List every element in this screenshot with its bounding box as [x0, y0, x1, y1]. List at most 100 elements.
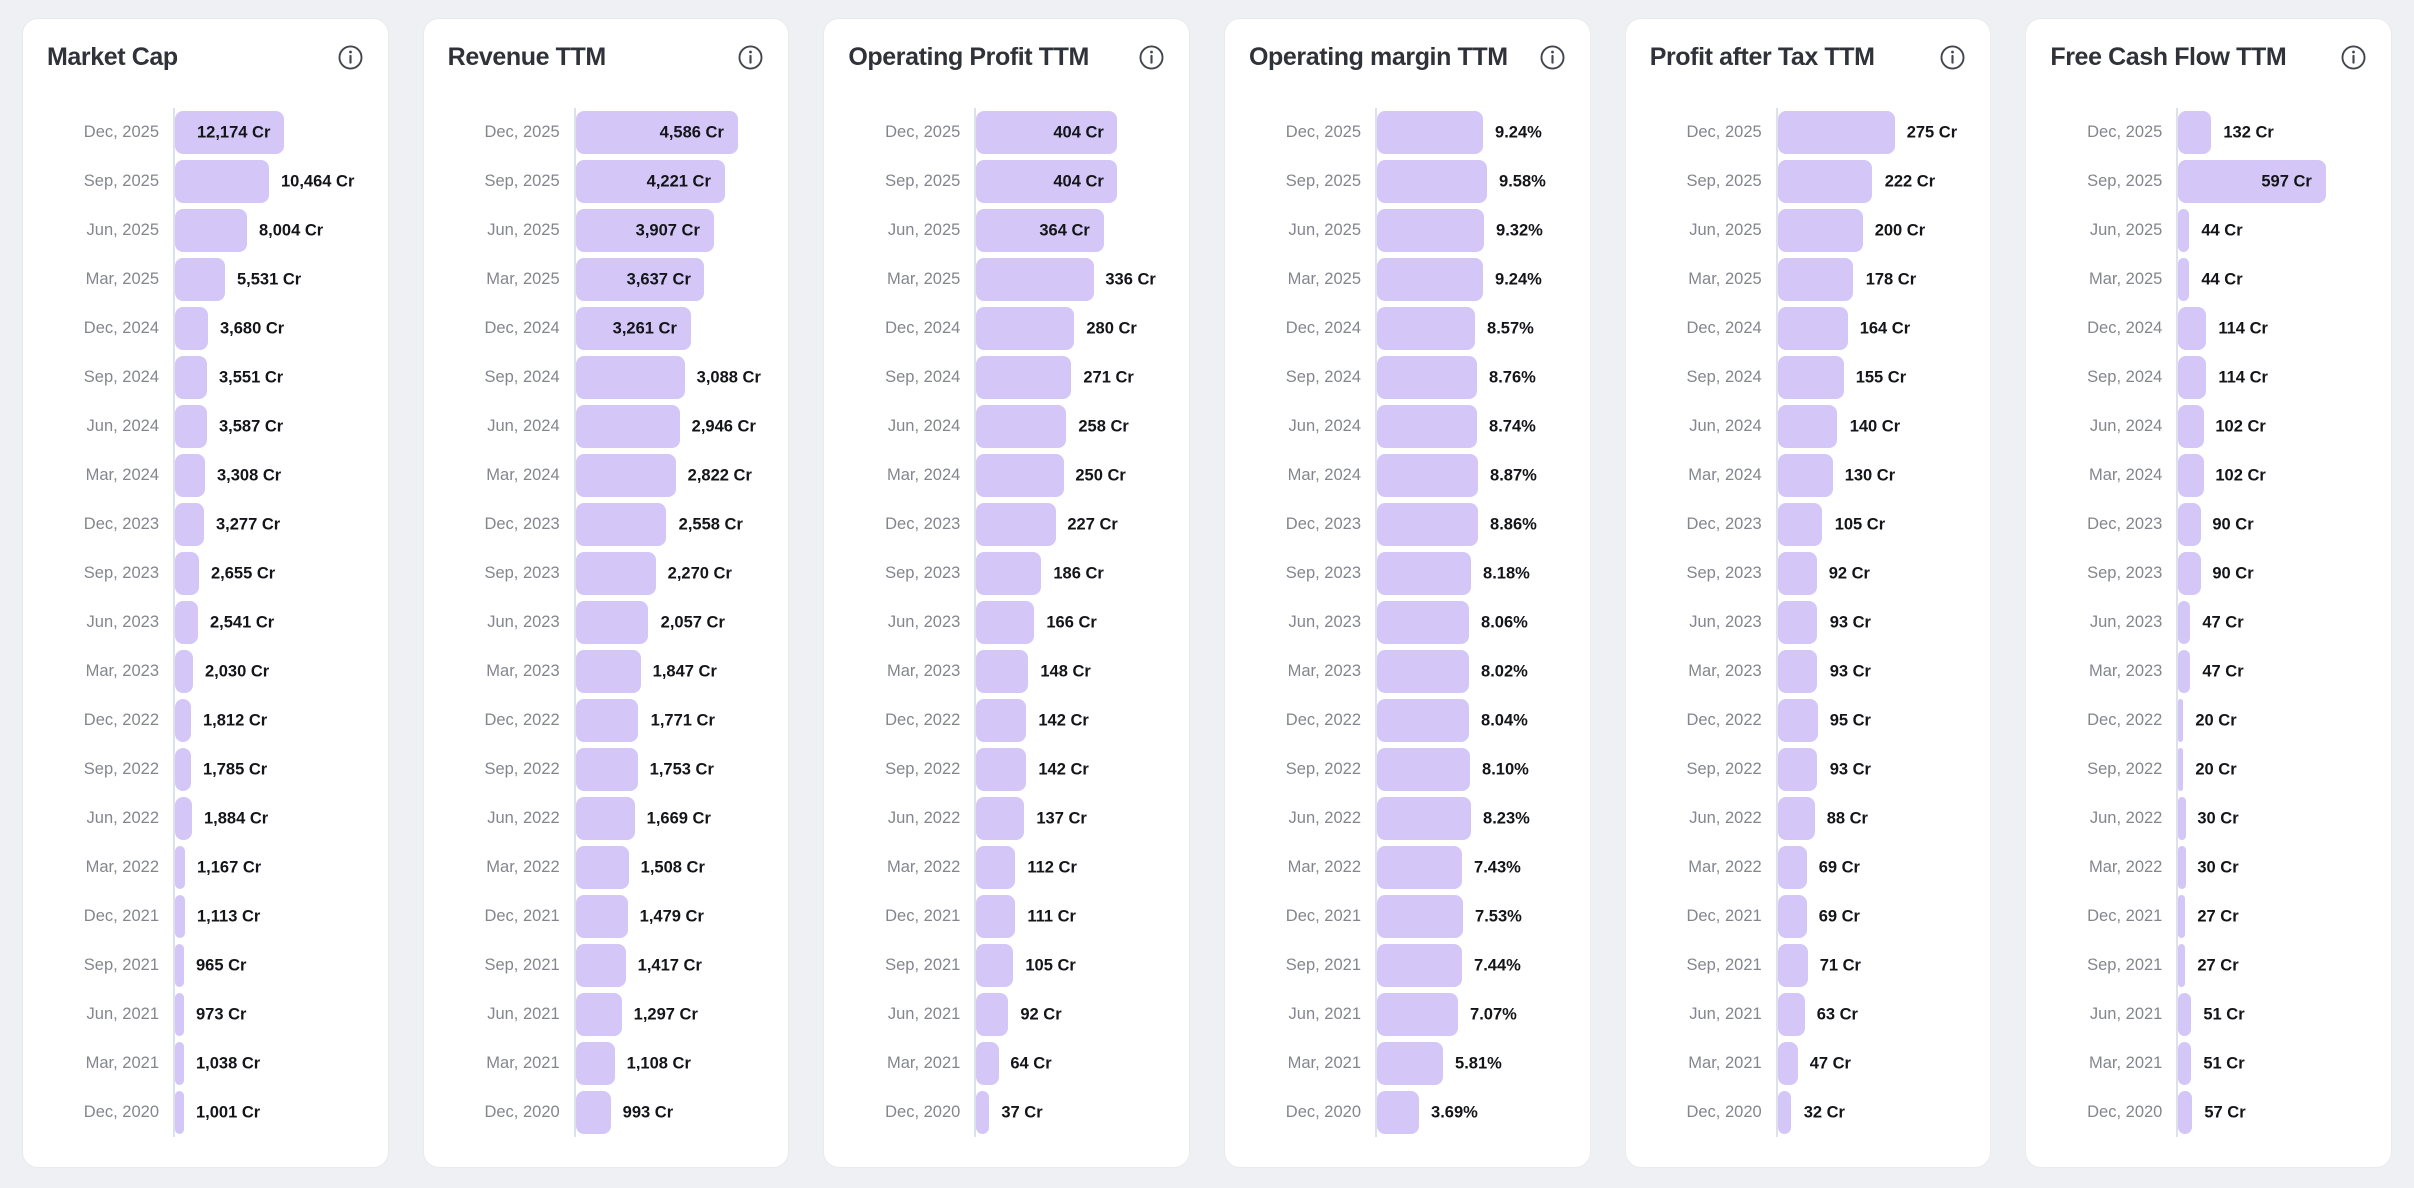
bar[interactable] — [575, 356, 685, 399]
bar[interactable] — [976, 160, 1118, 203]
bar[interactable] — [1777, 454, 1834, 497]
bar[interactable] — [575, 650, 642, 693]
bar[interactable] — [1377, 846, 1462, 889]
bar[interactable] — [976, 895, 1016, 938]
bar[interactable] — [976, 1091, 990, 1134]
bar[interactable] — [575, 748, 638, 791]
bar[interactable] — [1377, 601, 1470, 644]
bar[interactable] — [575, 552, 657, 595]
bar[interactable] — [575, 454, 676, 497]
bar[interactable] — [2178, 454, 2204, 497]
bar[interactable] — [175, 748, 192, 791]
bar[interactable] — [175, 209, 247, 252]
bar[interactable] — [2178, 993, 2191, 1036]
bar[interactable] — [2178, 503, 2201, 546]
bar[interactable] — [1777, 993, 1805, 1036]
bar[interactable] — [2178, 797, 2186, 840]
bar[interactable] — [575, 895, 629, 938]
info-icon[interactable] — [737, 44, 764, 71]
bar[interactable] — [1377, 1091, 1420, 1134]
info-icon[interactable] — [1939, 44, 1966, 71]
bar[interactable] — [175, 405, 208, 448]
bar[interactable] — [976, 405, 1067, 448]
bar[interactable] — [2178, 405, 2204, 448]
bar[interactable] — [976, 258, 1094, 301]
info-icon[interactable] — [1138, 44, 1165, 71]
bar[interactable] — [976, 454, 1064, 497]
bar[interactable] — [1777, 307, 1848, 350]
bar[interactable] — [175, 454, 205, 497]
info-icon[interactable] — [337, 44, 364, 71]
bar[interactable] — [1377, 405, 1477, 448]
bar[interactable] — [175, 1042, 185, 1085]
bar[interactable] — [976, 601, 1035, 644]
bar[interactable] — [175, 1091, 184, 1134]
bar[interactable] — [2178, 699, 2184, 742]
bar[interactable] — [2178, 209, 2190, 252]
bar[interactable] — [2178, 650, 2190, 693]
bar[interactable] — [976, 797, 1025, 840]
bar[interactable] — [175, 356, 207, 399]
bar[interactable] — [976, 356, 1072, 399]
bar[interactable] — [175, 111, 285, 154]
bar[interactable] — [175, 650, 194, 693]
bar[interactable] — [1377, 552, 1471, 595]
bar[interactable] — [2178, 601, 2190, 644]
bar[interactable] — [976, 846, 1016, 889]
bar[interactable] — [976, 993, 1009, 1036]
bar[interactable] — [175, 307, 209, 350]
bar[interactable] — [2178, 307, 2207, 350]
bar[interactable] — [175, 944, 184, 987]
bar[interactable] — [2178, 160, 2326, 203]
bar[interactable] — [175, 895, 185, 938]
bar[interactable] — [575, 601, 649, 644]
bar[interactable] — [1777, 797, 1816, 840]
bar[interactable] — [575, 846, 630, 889]
bar[interactable] — [1377, 895, 1464, 938]
bar[interactable] — [1777, 895, 1808, 938]
bar[interactable] — [2178, 846, 2186, 889]
bar[interactable] — [575, 699, 639, 742]
bar[interactable] — [575, 944, 626, 987]
bar[interactable] — [976, 307, 1075, 350]
bar[interactable] — [976, 944, 1014, 987]
bar[interactable] — [175, 601, 198, 644]
bar[interactable] — [1377, 356, 1478, 399]
bar[interactable] — [1777, 552, 1817, 595]
bar[interactable] — [1777, 209, 1863, 252]
bar[interactable] — [175, 797, 192, 840]
bar[interactable] — [575, 797, 635, 840]
bar[interactable] — [976, 503, 1056, 546]
bar[interactable] — [2178, 1091, 2193, 1134]
bar[interactable] — [976, 650, 1029, 693]
bar[interactable] — [976, 552, 1042, 595]
bar[interactable] — [575, 993, 622, 1036]
bar[interactable] — [175, 699, 192, 742]
bar[interactable] — [575, 405, 680, 448]
bar[interactable] — [575, 1091, 611, 1134]
bar[interactable] — [1377, 993, 1458, 1036]
bar[interactable] — [976, 699, 1026, 742]
bar[interactable] — [175, 552, 199, 595]
bar[interactable] — [575, 307, 692, 350]
bar[interactable] — [175, 503, 205, 546]
bar[interactable] — [1777, 503, 1823, 546]
bar[interactable] — [1777, 1042, 1798, 1085]
bar[interactable] — [1777, 699, 1819, 742]
bar[interactable] — [575, 111, 738, 154]
bar[interactable] — [1777, 846, 1808, 889]
bar[interactable] — [175, 160, 269, 203]
bar[interactable] — [1377, 209, 1484, 252]
bar[interactable] — [575, 503, 667, 546]
bar[interactable] — [1777, 601, 1818, 644]
bar[interactable] — [575, 1042, 615, 1085]
bar[interactable] — [1377, 454, 1479, 497]
info-icon[interactable] — [1539, 44, 1566, 71]
bar[interactable] — [2178, 748, 2184, 791]
bar[interactable] — [175, 846, 186, 889]
bar[interactable] — [1377, 1042, 1444, 1085]
bar[interactable] — [2178, 111, 2211, 154]
info-icon[interactable] — [2340, 44, 2367, 71]
bar[interactable] — [1777, 356, 1844, 399]
bar[interactable] — [1777, 258, 1854, 301]
